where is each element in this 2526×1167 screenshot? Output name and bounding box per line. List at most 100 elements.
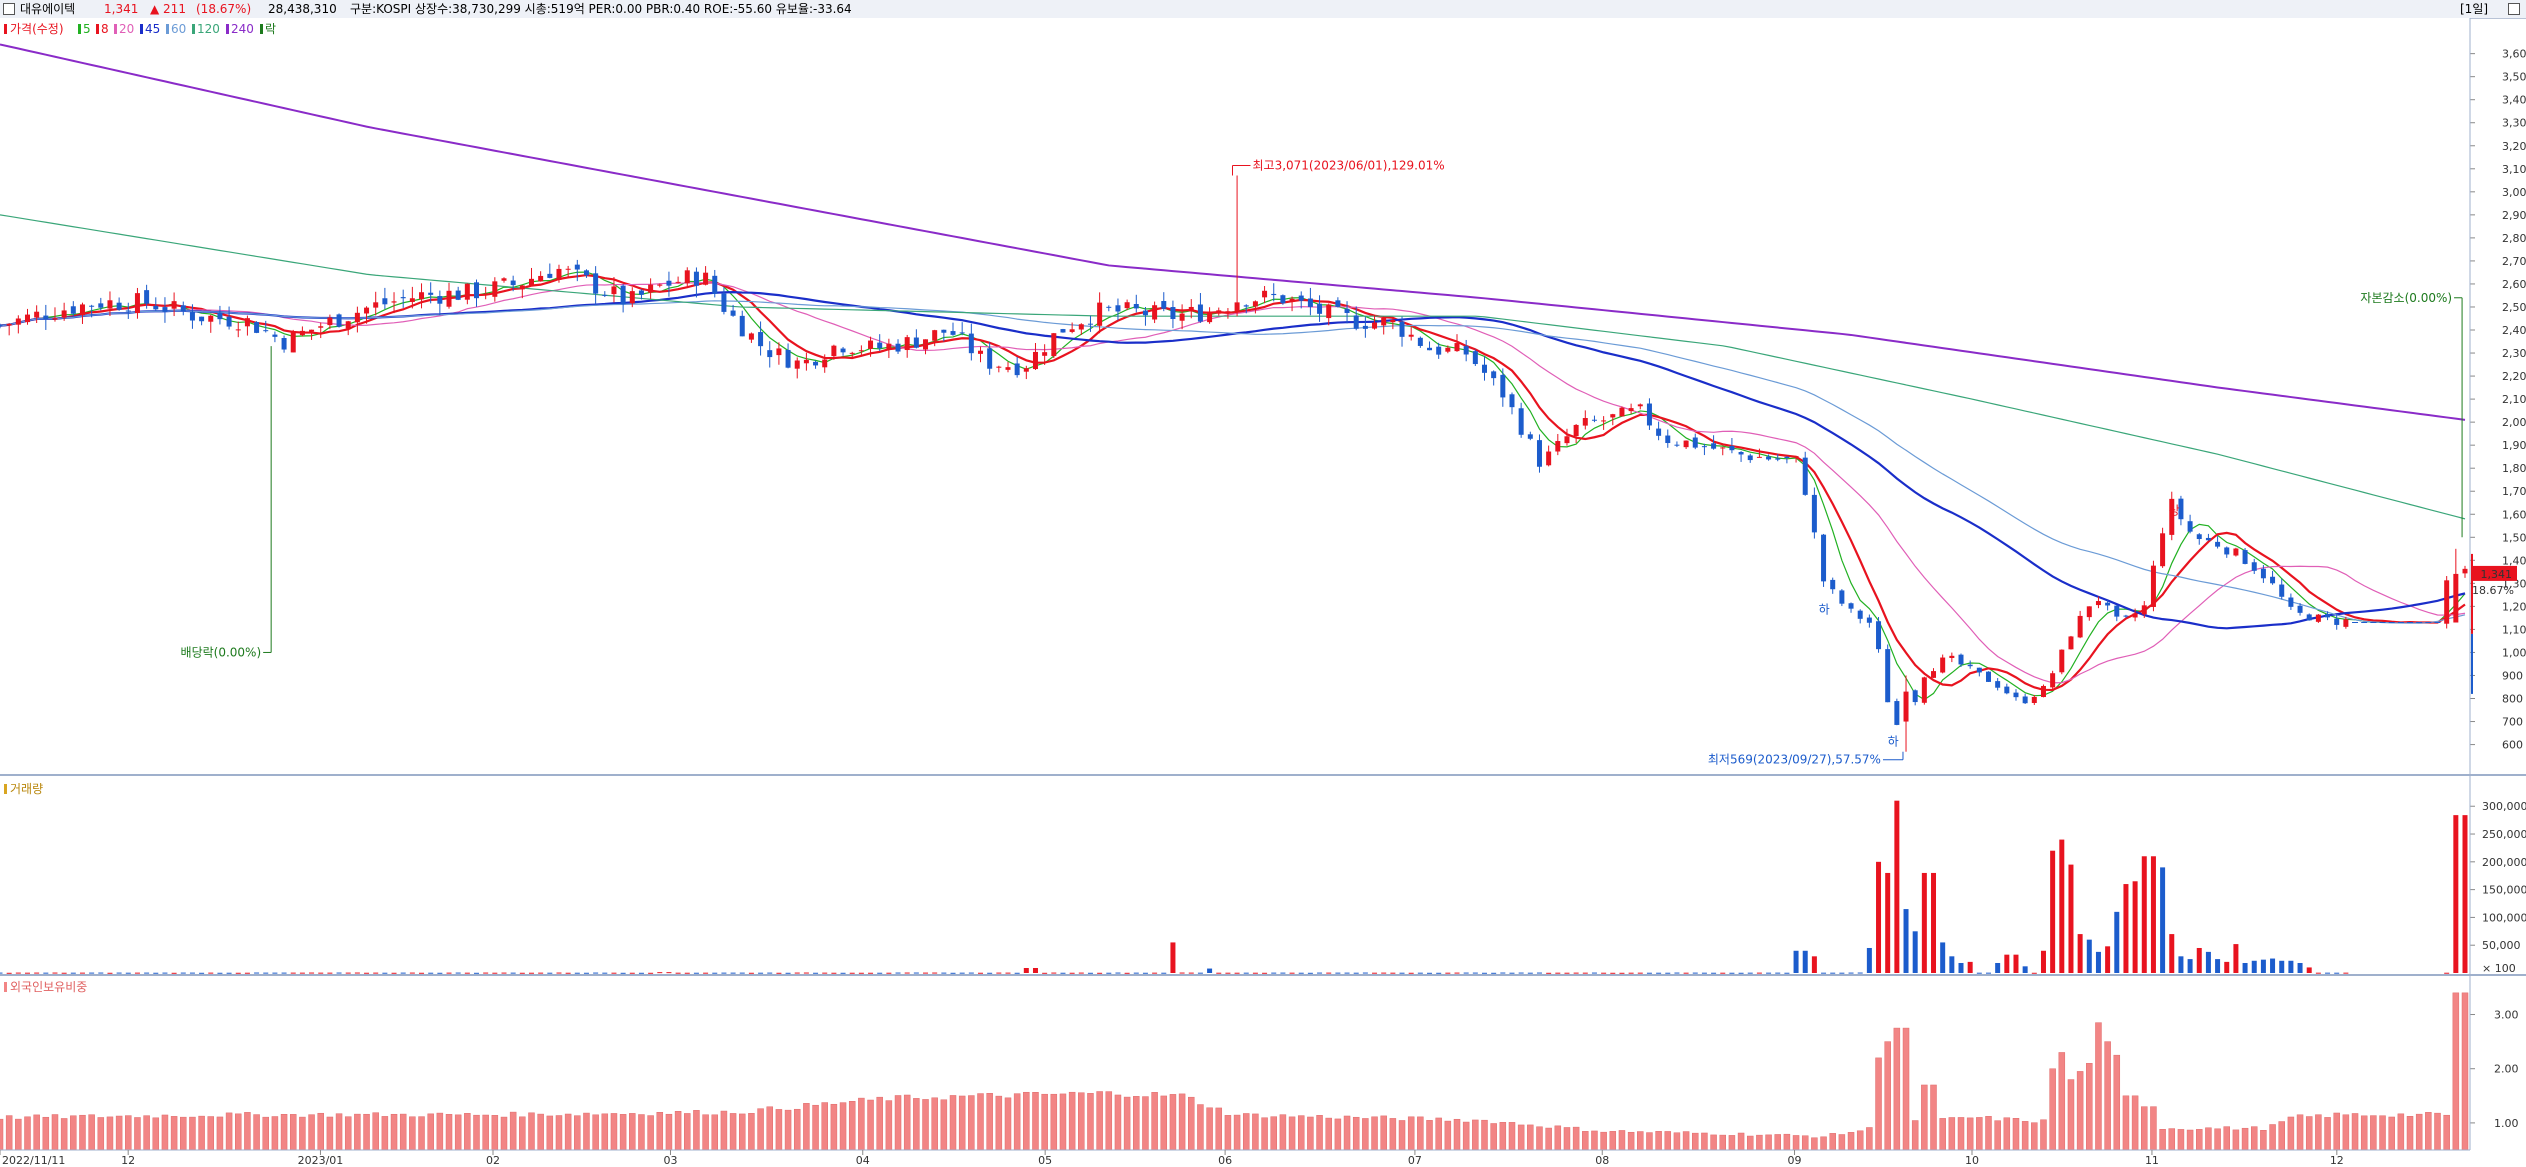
volume-bar <box>904 972 910 974</box>
foreign-bar <box>1517 1124 1525 1151</box>
price-candle <box>510 275 516 292</box>
price-candle <box>1665 429 1671 448</box>
foreign-bar <box>1362 1118 1369 1151</box>
ma-line <box>0 214 2466 520</box>
foreign-bar <box>2067 1079 2075 1151</box>
period-selector[interactable]: [1일] <box>2460 2 2489 16</box>
foreign-bar <box>2214 1128 2221 1151</box>
candle-body <box>1133 304 1139 309</box>
candle-body <box>1417 337 1423 346</box>
candle-body <box>968 333 974 354</box>
candle-body <box>978 350 984 354</box>
volume-tick-label: 150,000 <box>2482 884 2526 897</box>
price-candle <box>162 297 168 323</box>
price-tick-label: 2,700 <box>2502 255 2526 268</box>
price-candle <box>1042 344 1048 365</box>
candle-body <box>1665 435 1671 444</box>
foreign-bar <box>2406 1116 2414 1151</box>
foreign-bar <box>1930 1084 1937 1151</box>
candle-body <box>1161 301 1167 309</box>
foreign-bar <box>500 1116 508 1151</box>
price-candle <box>2224 546 2230 558</box>
candle-body <box>1216 310 1222 314</box>
candle-body <box>932 330 938 341</box>
volume-bar <box>2224 961 2230 973</box>
candle-body <box>2288 597 2294 607</box>
volume-bar <box>134 972 140 974</box>
candle-body <box>162 307 168 312</box>
foreign-bars <box>0 992 2469 1151</box>
price-candle <box>2013 689 2019 701</box>
foreign-bar <box>1646 1132 1653 1151</box>
price-candle <box>1701 443 1707 456</box>
price-candle <box>1353 306 1359 331</box>
volume-bar <box>2196 947 2202 973</box>
volume-bar <box>162 972 168 974</box>
foreign-bar <box>1756 1134 1763 1151</box>
price-candle <box>574 259 580 282</box>
volume-bar <box>1527 972 1533 974</box>
candle-body <box>831 345 837 357</box>
price-candle <box>318 322 324 339</box>
price-candle <box>565 265 571 277</box>
foreign-bar <box>913 1098 920 1151</box>
price-candle <box>1307 287 1313 316</box>
volume-bar <box>730 972 736 974</box>
legend-item-label: 240 <box>231 22 254 36</box>
price-candle <box>0 323 3 329</box>
volume-bar <box>2077 934 2083 973</box>
price-candle <box>1362 316 1368 338</box>
foreign-bar <box>2269 1124 2276 1151</box>
price-candle <box>1674 441 1680 448</box>
volume-bar <box>382 972 388 974</box>
candle-body <box>2150 565 2156 607</box>
foreign-bar <box>2278 1121 2285 1151</box>
candle-body <box>1042 352 1048 356</box>
volume-bar <box>1436 972 1442 974</box>
price-candle <box>877 334 883 351</box>
price-tick-label: 3,200 <box>2502 140 2526 153</box>
foreign-bar <box>1627 1131 1635 1151</box>
price-candle <box>1023 365 1029 380</box>
foreign-bar <box>1957 1117 1965 1151</box>
candle-body <box>125 310 131 312</box>
price-candle <box>98 297 104 311</box>
candle-body <box>593 273 599 294</box>
foreign-bar <box>1380 1115 1387 1151</box>
foreign-bar <box>299 1116 306 1151</box>
foreign-bar <box>280 1114 288 1151</box>
foreign-bar <box>88 1114 95 1151</box>
foreign-tick-label: 3.00 <box>2494 1009 2519 1022</box>
volume-bar <box>290 972 296 974</box>
price-candle <box>1133 294 1139 313</box>
price-candle <box>235 321 241 338</box>
price-candle <box>2288 593 2294 610</box>
foreign-bar <box>2223 1126 2230 1151</box>
price-candle <box>1536 434 1542 473</box>
price-candle <box>1106 305 1112 312</box>
stock-name[interactable]: 대유에이텍 <box>20 2 76 16</box>
volume-bar <box>1051 972 1057 974</box>
foreign-bar <box>876 1096 883 1151</box>
candle-body <box>1894 701 1900 725</box>
volume-bar <box>61 972 67 974</box>
date-tick-label: 08 <box>1595 1154 1609 1167</box>
volume-bar <box>1372 972 1378 974</box>
checkbox-icon[interactable] <box>3 3 15 15</box>
legend-marker <box>4 784 7 794</box>
price-candle <box>1317 295 1323 322</box>
candle-body <box>1830 579 1836 590</box>
volume-bar <box>1857 972 1863 974</box>
volume-bar <box>1610 972 1616 974</box>
price-tick-label: 1,200 <box>2502 600 2526 613</box>
price-candle <box>1005 361 1011 373</box>
foreign-bar <box>33 1114 40 1151</box>
volume-bar <box>1032 967 1038 973</box>
foreign-bar <box>1985 1116 1992 1151</box>
price-candle <box>1573 424 1579 444</box>
volume-bar <box>666 972 672 974</box>
price-candle <box>1876 617 1882 653</box>
candle-body <box>803 359 809 364</box>
window-close-icon[interactable] <box>2508 3 2520 15</box>
foreign-bar <box>2104 1041 2111 1151</box>
